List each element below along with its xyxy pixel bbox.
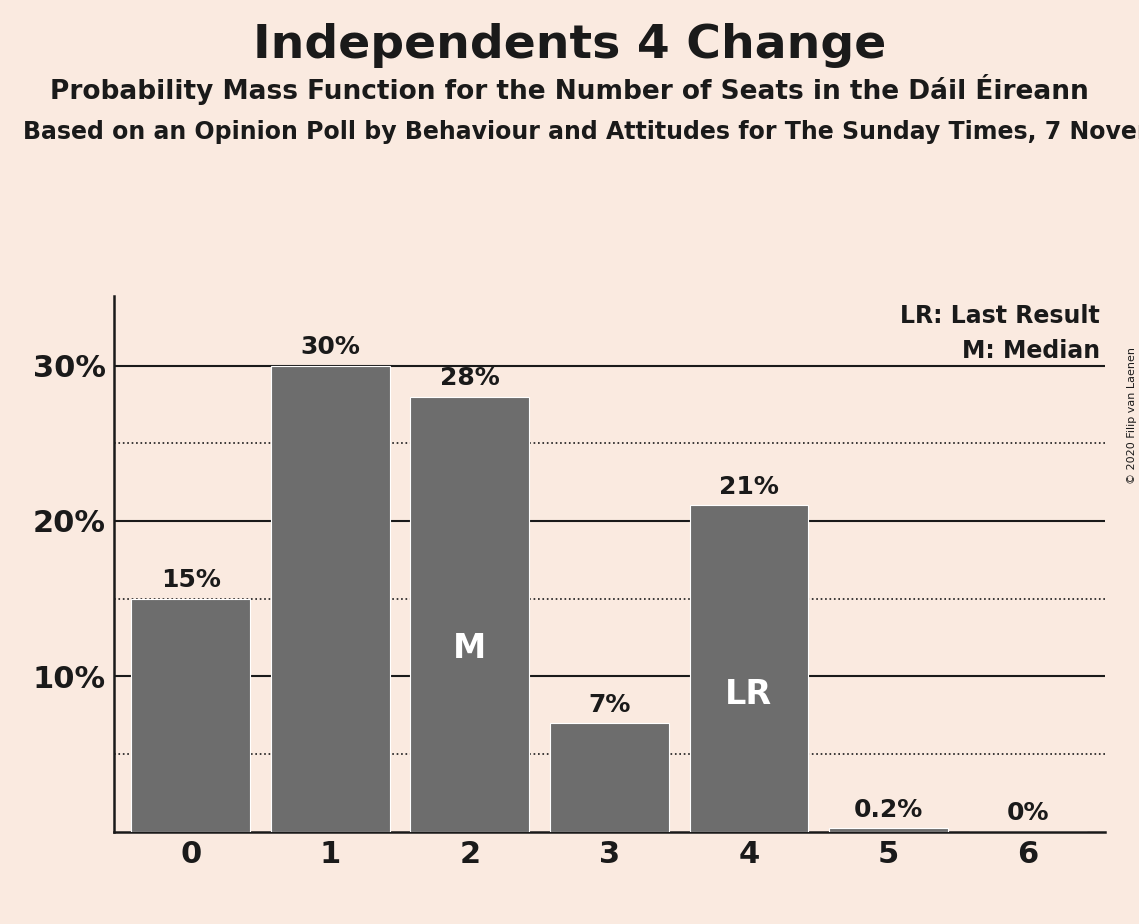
- Text: 15%: 15%: [161, 568, 221, 592]
- Text: 21%: 21%: [719, 475, 779, 499]
- Bar: [131, 599, 249, 832]
- Bar: [550, 723, 669, 832]
- Bar: [271, 366, 390, 832]
- Bar: [829, 829, 948, 832]
- Bar: [689, 505, 809, 832]
- Text: LR: LR: [726, 678, 772, 711]
- Text: 0%: 0%: [1007, 801, 1049, 825]
- Text: 0.2%: 0.2%: [854, 798, 923, 822]
- Text: © 2020 Filip van Laenen: © 2020 Filip van Laenen: [1126, 347, 1137, 484]
- Text: 28%: 28%: [440, 367, 500, 391]
- Text: 7%: 7%: [588, 693, 631, 717]
- Text: Based on an Opinion Poll by Behaviour and Attitudes for The Sunday Times, 7 Nove: Based on an Opinion Poll by Behaviour an…: [23, 120, 1139, 144]
- Bar: [410, 396, 530, 832]
- Text: M: M: [453, 632, 486, 665]
- Text: Independents 4 Change: Independents 4 Change: [253, 23, 886, 68]
- Text: 30%: 30%: [301, 335, 360, 359]
- Text: Probability Mass Function for the Number of Seats in the Dáil Éireann: Probability Mass Function for the Number…: [50, 74, 1089, 105]
- Text: LR: Last Result: LR: Last Result: [900, 304, 1100, 328]
- Text: M: Median: M: Median: [961, 338, 1100, 362]
